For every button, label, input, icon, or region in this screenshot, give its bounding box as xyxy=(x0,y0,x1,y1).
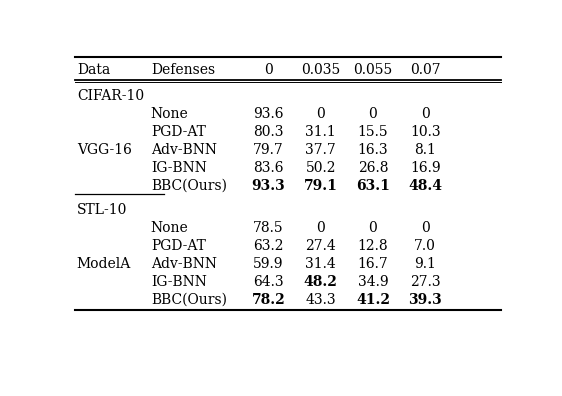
Text: 83.6: 83.6 xyxy=(253,161,284,175)
Text: 39.3: 39.3 xyxy=(409,293,442,307)
Text: BBC(Ours): BBC(Ours) xyxy=(151,179,227,192)
Text: PGD-AT: PGD-AT xyxy=(151,239,206,253)
Text: 48.4: 48.4 xyxy=(408,179,442,192)
Text: 63.1: 63.1 xyxy=(356,179,390,192)
Text: 10.3: 10.3 xyxy=(410,125,441,139)
Text: 9.1: 9.1 xyxy=(414,257,436,271)
Text: 0: 0 xyxy=(369,107,377,121)
Text: 37.7: 37.7 xyxy=(305,143,336,157)
Text: 41.2: 41.2 xyxy=(356,293,390,307)
Text: 59.9: 59.9 xyxy=(253,257,284,271)
Text: 0: 0 xyxy=(369,221,377,235)
Text: 63.2: 63.2 xyxy=(253,239,284,253)
Text: 93.6: 93.6 xyxy=(253,107,284,121)
Text: 80.3: 80.3 xyxy=(253,125,284,139)
Text: 26.8: 26.8 xyxy=(357,161,388,175)
Text: 31.1: 31.1 xyxy=(305,125,336,139)
Text: 34.9: 34.9 xyxy=(357,275,388,289)
Text: 16.3: 16.3 xyxy=(357,143,388,157)
Text: 0: 0 xyxy=(421,221,429,235)
Text: 0.07: 0.07 xyxy=(410,63,441,77)
Text: 15.5: 15.5 xyxy=(357,125,388,139)
Text: VGG-16: VGG-16 xyxy=(77,143,132,157)
Text: 0: 0 xyxy=(316,107,325,121)
Text: 31.4: 31.4 xyxy=(305,257,336,271)
Text: BBC(Ours): BBC(Ours) xyxy=(151,293,227,307)
Text: STL-10: STL-10 xyxy=(77,203,127,217)
Text: Adv-BNN: Adv-BNN xyxy=(151,143,217,157)
Text: Data: Data xyxy=(77,63,110,77)
Text: 0: 0 xyxy=(264,63,273,77)
Text: ModelA: ModelA xyxy=(77,257,131,271)
Text: 12.8: 12.8 xyxy=(357,239,388,253)
Text: 16.9: 16.9 xyxy=(410,161,441,175)
Text: 0.055: 0.055 xyxy=(353,63,393,77)
Text: CIFAR-10: CIFAR-10 xyxy=(77,89,144,103)
Text: None: None xyxy=(151,221,189,235)
Text: 50.2: 50.2 xyxy=(305,161,336,175)
Text: Defenses: Defenses xyxy=(151,63,215,77)
Text: 27.4: 27.4 xyxy=(305,239,336,253)
Text: IG-BNN: IG-BNN xyxy=(151,161,207,175)
Text: PGD-AT: PGD-AT xyxy=(151,125,206,139)
Text: 79.7: 79.7 xyxy=(253,143,284,157)
Text: 93.3: 93.3 xyxy=(252,179,285,192)
Text: 0: 0 xyxy=(316,221,325,235)
Text: IG-BNN: IG-BNN xyxy=(151,275,207,289)
Text: None: None xyxy=(151,107,189,121)
Text: 78.5: 78.5 xyxy=(253,221,284,235)
Text: 8.1: 8.1 xyxy=(414,143,436,157)
Text: 16.7: 16.7 xyxy=(357,257,388,271)
Text: 27.3: 27.3 xyxy=(410,275,441,289)
Text: Adv-BNN: Adv-BNN xyxy=(151,257,217,271)
Text: 0: 0 xyxy=(421,107,429,121)
Text: 64.3: 64.3 xyxy=(253,275,284,289)
Text: 79.1: 79.1 xyxy=(303,179,338,192)
Text: 43.3: 43.3 xyxy=(305,293,336,307)
Text: 78.2: 78.2 xyxy=(252,293,285,307)
Text: 0.035: 0.035 xyxy=(301,63,341,77)
Text: 48.2: 48.2 xyxy=(303,275,338,289)
Text: 7.0: 7.0 xyxy=(414,239,436,253)
